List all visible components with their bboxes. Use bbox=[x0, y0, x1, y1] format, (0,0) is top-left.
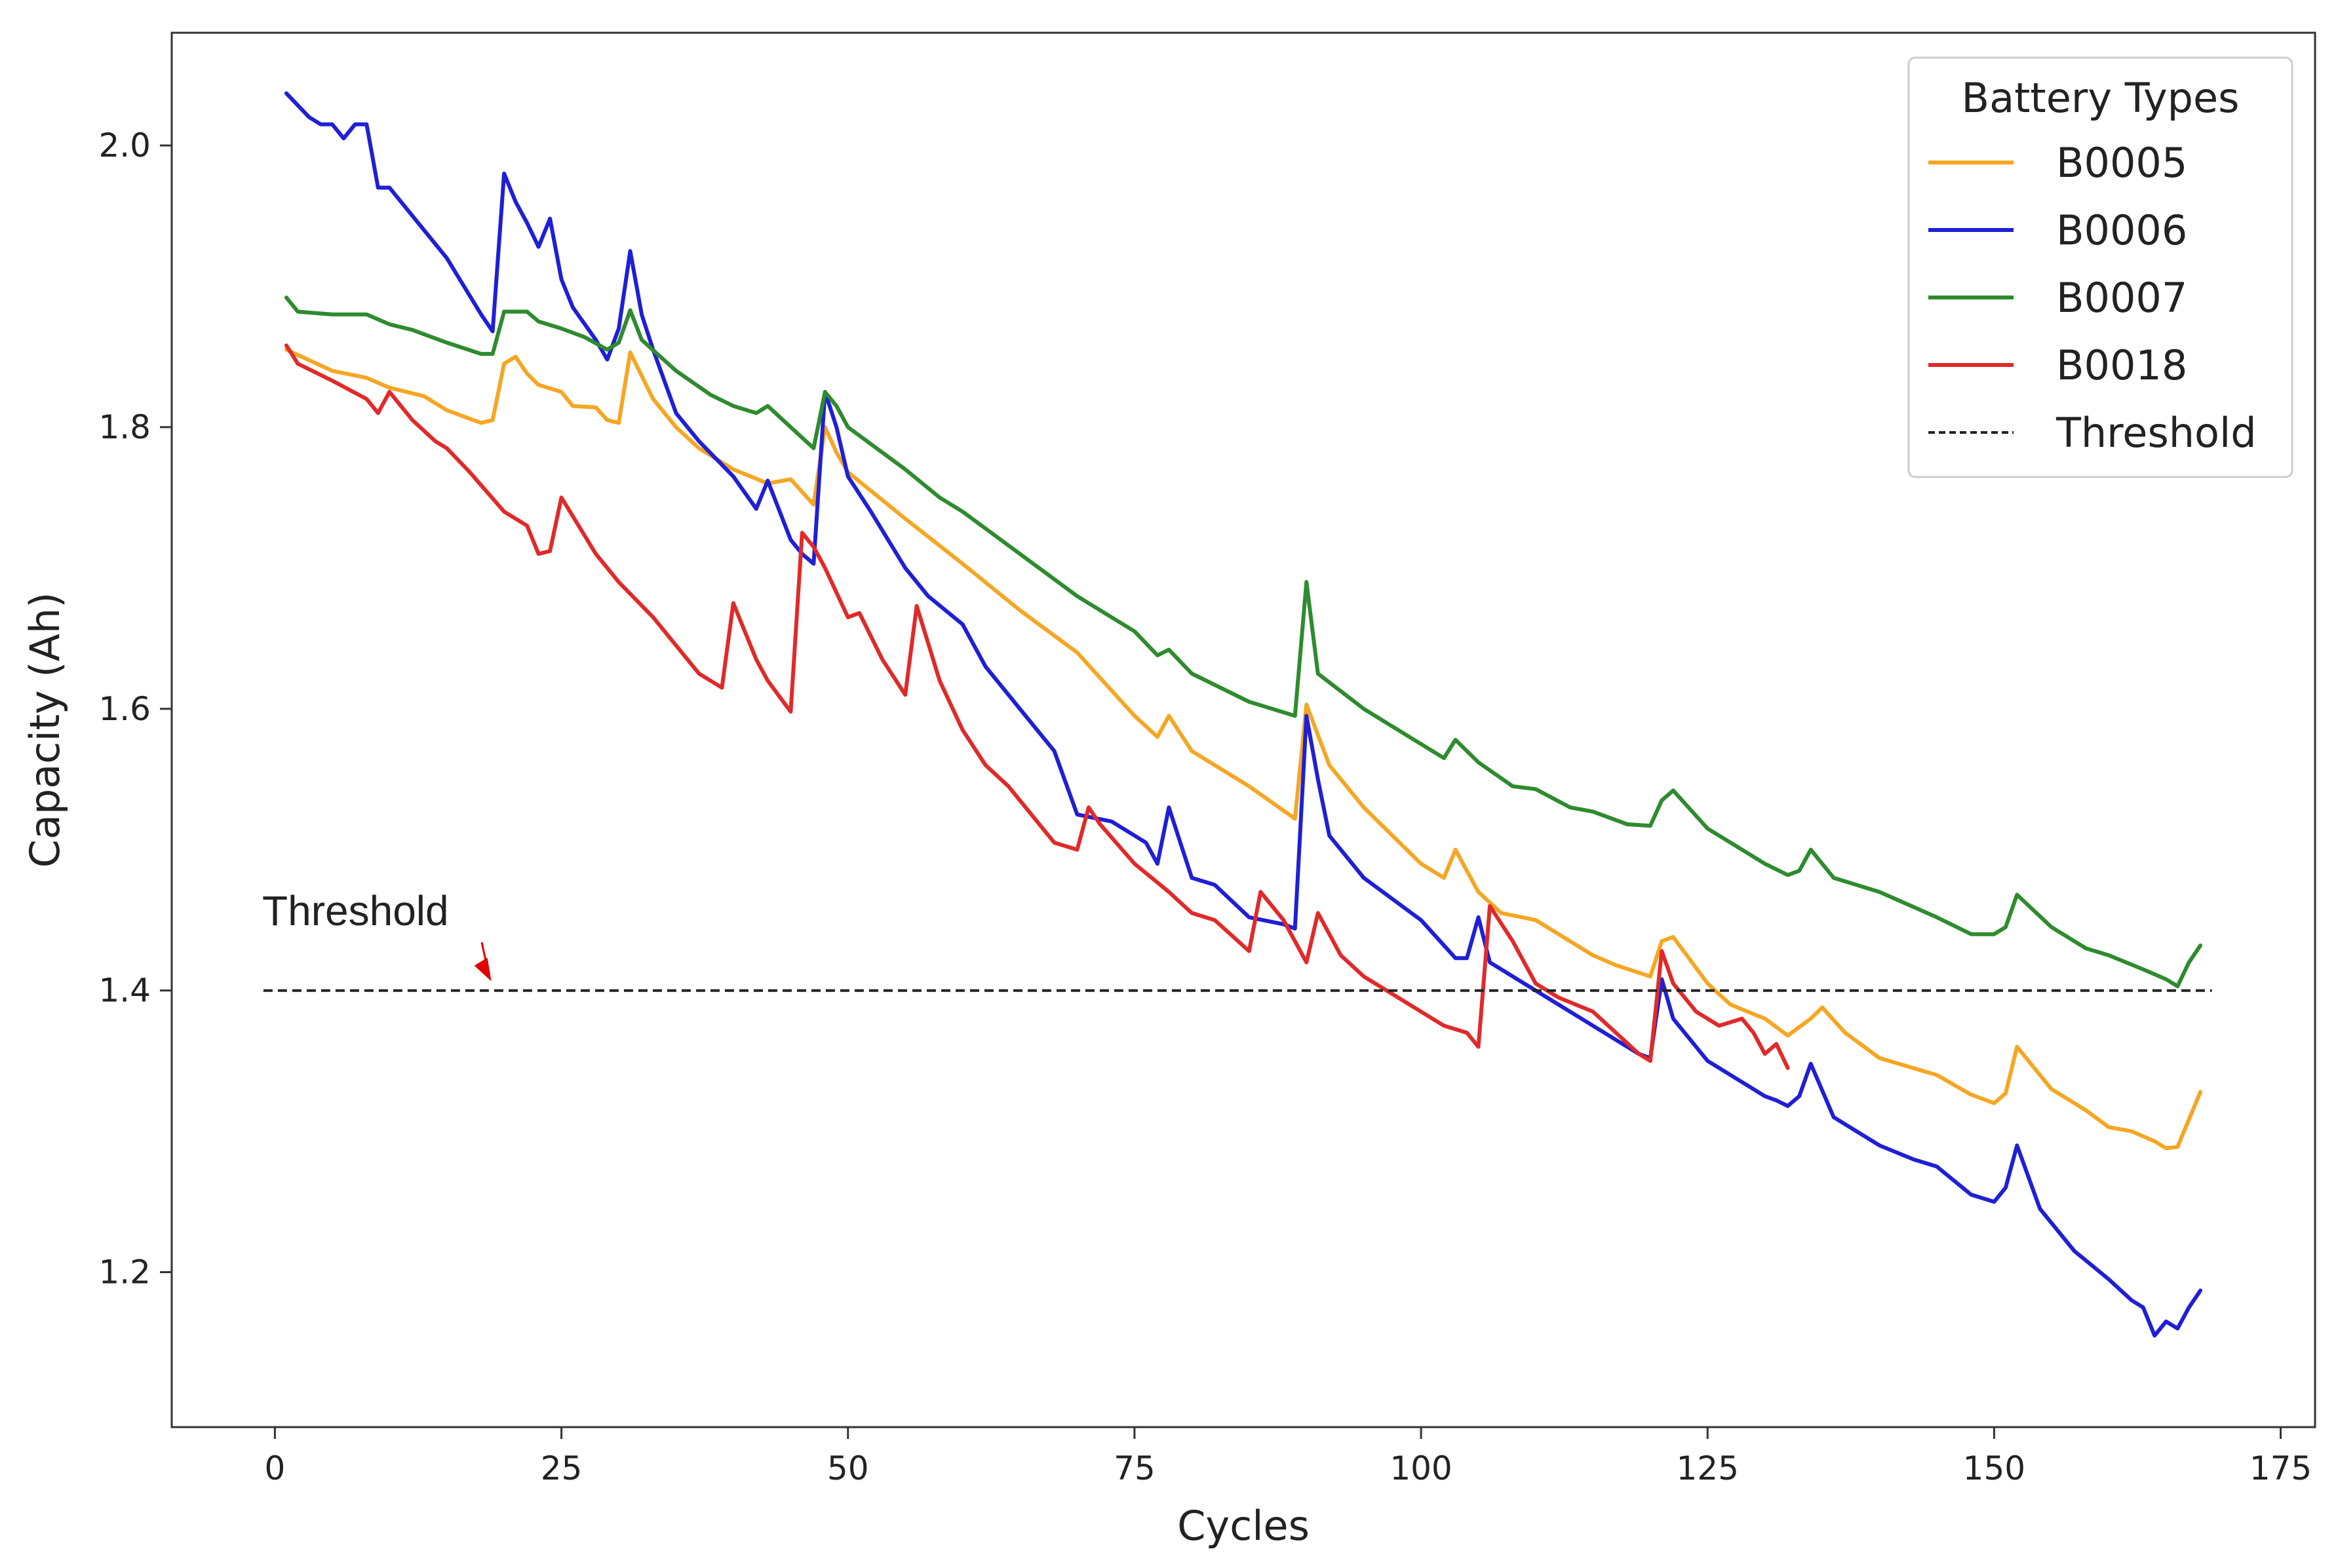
x-tick-label: 25 bbox=[541, 1449, 583, 1487]
legend-title: Battery Types bbox=[1962, 74, 2240, 122]
threshold-annotation-text: Threshold bbox=[262, 887, 449, 934]
legend-label-threshold: Threshold bbox=[2055, 409, 2257, 457]
y-tick-label: 1.4 bbox=[98, 972, 151, 1010]
legend-label-b0005: B0005 bbox=[2056, 139, 2187, 187]
x-tick-label: 100 bbox=[1390, 1449, 1452, 1487]
x-axis-title: Cycles bbox=[1177, 1502, 1310, 1550]
legend-label-b0018: B0018 bbox=[2056, 341, 2187, 389]
x-tick-label: 150 bbox=[1963, 1449, 2025, 1487]
x-tick-label: 75 bbox=[1114, 1449, 1156, 1487]
plot-frame bbox=[170, 31, 2316, 1428]
series-line-b0018 bbox=[284, 343, 1790, 1070]
y-tick-label: 1.2 bbox=[98, 1253, 151, 1291]
plot-area bbox=[263, 91, 2212, 1338]
legend-label-b0007: B0007 bbox=[2056, 274, 2187, 322]
x-tick-label: 175 bbox=[2250, 1449, 2312, 1487]
y-tick-label: 1.6 bbox=[98, 690, 151, 728]
x-tick-label: 0 bbox=[264, 1449, 285, 1487]
y-axis-title: Capacity (Ah) bbox=[21, 592, 69, 868]
x-tick-label: 125 bbox=[1676, 1449, 1738, 1487]
axes: 0 25 50 75 100 125 150 175 1.2 1.4 1.6 1.8 2.0 Cycles… bbox=[21, 31, 2316, 1550]
series-line-b0005 bbox=[284, 347, 2203, 1151]
series-line-b0006 bbox=[284, 91, 2203, 1338]
legend-label-b0006: B0006 bbox=[2056, 206, 2187, 254]
legend: Battery Types B0005 B0006 B0007 B0018 Thresho… bbox=[1907, 56, 2293, 478]
x-tick-label: 50 bbox=[827, 1449, 869, 1487]
y-tick-label: 1.8 bbox=[98, 408, 151, 446]
threshold-arrow-head bbox=[474, 957, 492, 982]
series-line-b0007 bbox=[284, 296, 2203, 989]
annotation: Threshold bbox=[262, 887, 492, 982]
y-tick-label: 2.0 bbox=[98, 126, 151, 164]
